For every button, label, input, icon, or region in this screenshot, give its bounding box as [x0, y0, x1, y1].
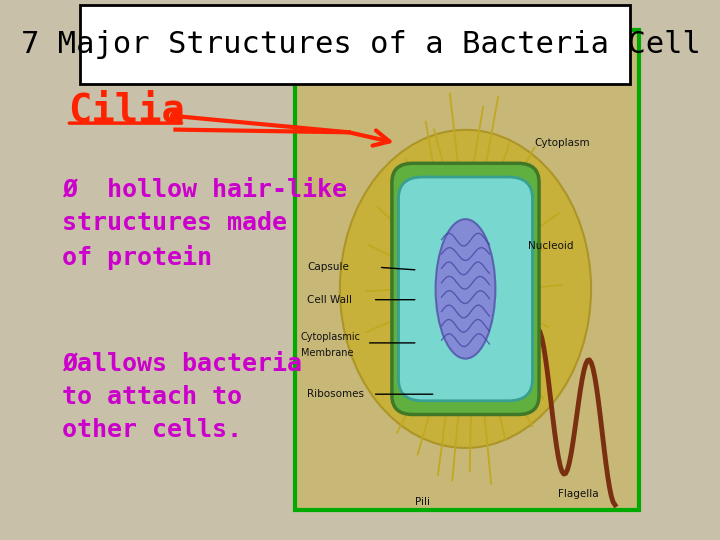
- Ellipse shape: [340, 130, 591, 448]
- Text: Membrane: Membrane: [301, 348, 354, 357]
- Text: Capsule: Capsule: [307, 262, 349, 272]
- Text: Ribosomes: Ribosomes: [307, 389, 364, 399]
- FancyBboxPatch shape: [295, 30, 639, 510]
- Text: Flagella: Flagella: [558, 489, 599, 499]
- Text: Cytoplasmic: Cytoplasmic: [301, 333, 361, 342]
- Text: Cytoplasm: Cytoplasm: [534, 138, 590, 148]
- Text: Pili: Pili: [415, 497, 430, 507]
- Text: Nucleoid: Nucleoid: [528, 241, 574, 251]
- Text: Øallows bacteria
to attach to
other cells.: Øallows bacteria to attach to other cell…: [62, 352, 302, 442]
- FancyBboxPatch shape: [392, 163, 539, 415]
- Text: Cell Wall: Cell Wall: [307, 295, 352, 305]
- FancyBboxPatch shape: [80, 5, 630, 84]
- Text: Cilia: Cilia: [68, 92, 184, 130]
- FancyBboxPatch shape: [398, 177, 533, 401]
- Text: Ø  hollow hair-like
structures made
of protein: Ø hollow hair-like structures made of pr…: [62, 178, 347, 271]
- Ellipse shape: [436, 219, 495, 359]
- Text: 7 Major Structures of a Bacteria Cell: 7 Major Structures of a Bacteria Cell: [21, 30, 701, 59]
